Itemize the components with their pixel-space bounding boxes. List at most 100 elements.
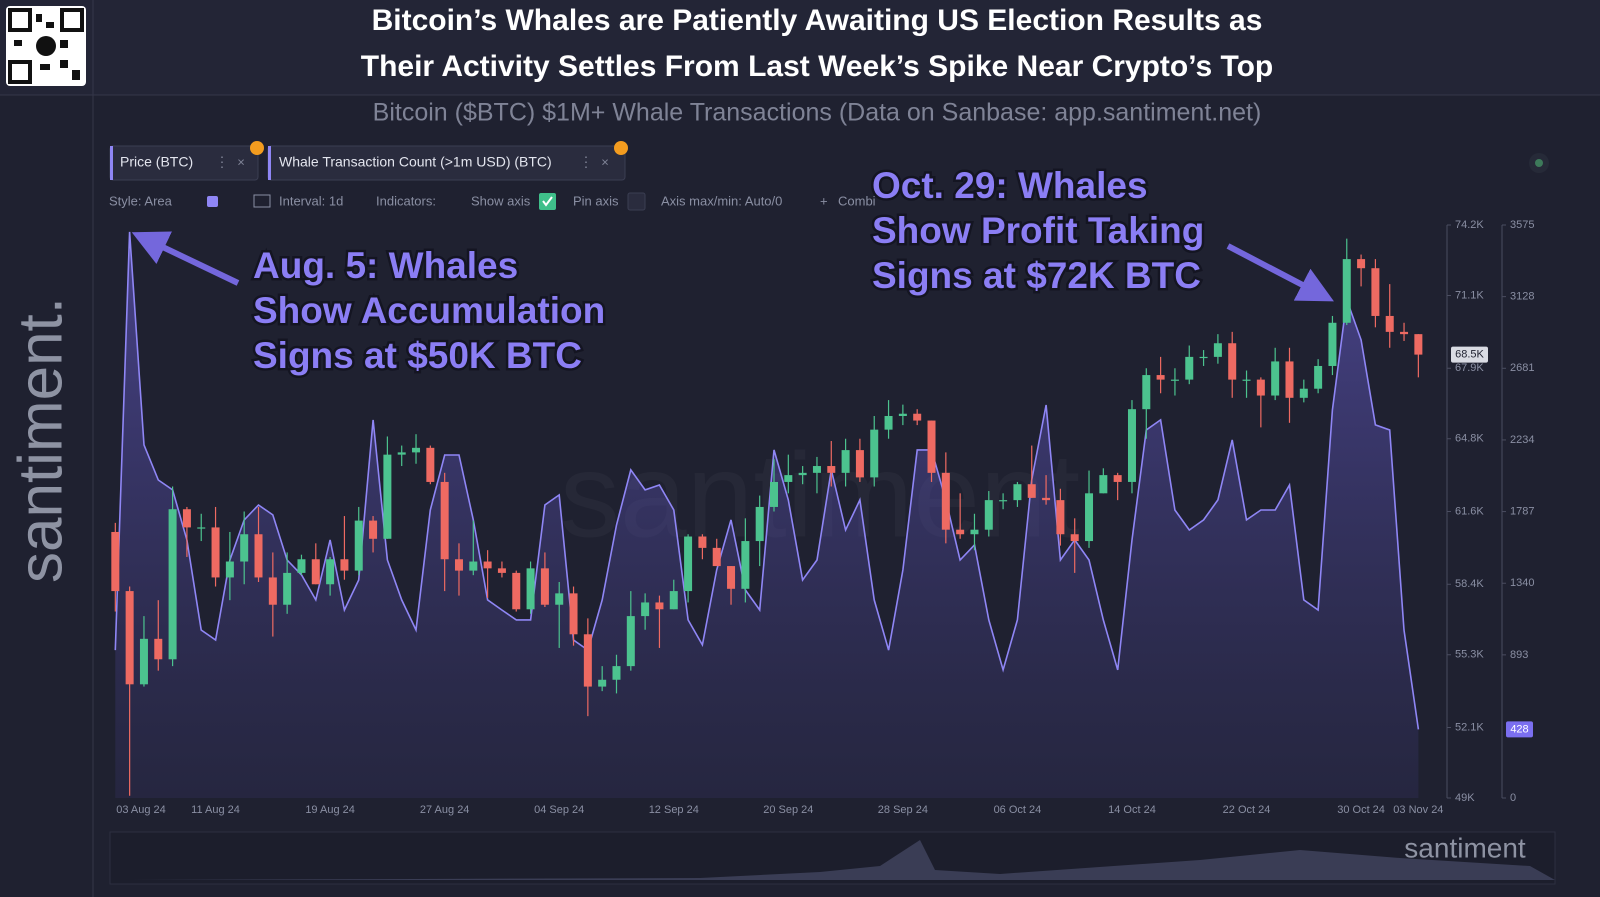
last-price-label: 68.5K [1455, 349, 1484, 361]
annotation-arrow [131, 231, 240, 286]
candle-body [154, 638, 163, 660]
navigator-preview [110, 840, 1555, 880]
candle-body [1056, 500, 1065, 535]
candle-body [712, 547, 721, 567]
annotation-text: Show Profit Taking [872, 210, 1204, 251]
annotation-text: Signs at $50K BTC [253, 335, 582, 376]
color-swatch[interactable] [207, 196, 218, 207]
y-tick-label: 58.4K [1455, 578, 1484, 590]
x-tick-label: 12 Sep 24 [649, 804, 699, 816]
checkbox[interactable] [627, 192, 646, 211]
metric-chip[interactable]: Price (BTC) ⋮ × [109, 141, 264, 181]
candle-body [240, 534, 249, 562]
candle-body [598, 679, 607, 687]
candle-body [1156, 375, 1165, 380]
interval-icon [253, 194, 271, 208]
metric-name: Price (BTC) [120, 154, 193, 170]
candle-body [397, 452, 406, 455]
x-tick-label: 04 Sep 24 [534, 804, 584, 816]
qr-code [6, 6, 86, 86]
option-interval[interactable]: Interval: 1d [279, 193, 343, 208]
candle-body [454, 559, 463, 571]
candle-body [1042, 497, 1051, 501]
candle-body [655, 602, 664, 610]
candle-body [469, 561, 478, 571]
option-show-axis[interactable]: Show axis [471, 193, 531, 208]
y-tick-label: 64.8K [1455, 433, 1484, 445]
candle-body [984, 500, 993, 530]
candle-body [626, 616, 635, 667]
area-fill [115, 231, 1419, 798]
candle-body [1271, 361, 1280, 396]
candle-body [211, 527, 220, 578]
y-tick-label: 61.6K [1455, 505, 1484, 517]
annotation-arrow [1226, 243, 1334, 302]
status-dot-inner [1535, 159, 1543, 167]
candle-body [727, 566, 736, 589]
candle-body [1256, 379, 1265, 396]
candle-body [512, 572, 521, 610]
btc-badge [250, 141, 264, 155]
annotation-text: Aug. 5: Whales [253, 245, 518, 286]
y-tick-label: 67.9K [1455, 362, 1484, 374]
option-axis-range[interactable]: Axis max/min: Auto/0 [661, 193, 782, 208]
candle-body [841, 450, 850, 473]
candle-body [526, 568, 535, 610]
candle-body [1170, 379, 1179, 381]
candle-body [483, 561, 492, 569]
candle-body [1113, 475, 1122, 482]
y2-tick-label: 893 [1510, 649, 1528, 661]
candle-body [956, 529, 965, 535]
candle-body [1328, 322, 1337, 366]
candle-body [941, 472, 950, 530]
plus-icon: + [820, 193, 828, 208]
x-tick-label: 27 Aug 24 [420, 804, 470, 816]
candle-body [283, 572, 292, 605]
axis-layer: 49K 52.1K 55.3K 58.4K 61.6K 64.8K 67.9K 71.1K 74… [116, 219, 1534, 816]
candle-body [1099, 475, 1108, 494]
y2-tick-label: 1340 [1510, 577, 1534, 589]
footer-logo: santiment [1404, 832, 1526, 863]
metric-name: Whale Transaction Count (>1m USD) (BTC) [279, 154, 552, 170]
option-pin-axis[interactable]: Pin axis [573, 193, 619, 208]
candle-body [970, 529, 979, 535]
candle-body [999, 500, 1008, 502]
candle-body [1228, 343, 1237, 380]
candle-body [569, 593, 578, 635]
candle-body [1085, 493, 1094, 542]
candle-body [812, 466, 821, 473]
candle-body [1357, 259, 1366, 269]
candle-body [197, 527, 206, 529]
candle-body [884, 416, 893, 430]
option-combine[interactable]: Combi [838, 193, 876, 208]
candle-body [111, 531, 120, 592]
x-tick-label: 20 Sep 24 [763, 804, 813, 816]
candle-body [1385, 315, 1394, 332]
area-layer [114, 231, 1420, 798]
x-tick-label: 19 Aug 24 [305, 804, 355, 816]
candle-body [1314, 365, 1323, 389]
candle-body [1142, 375, 1151, 410]
last-value-label: 428 [1510, 723, 1528, 735]
title-line: Bitcoin’s Whales are Patiently Awaiting … [372, 4, 1263, 37]
candle-body [898, 413, 907, 416]
candle-body [426, 447, 435, 482]
candle-body [225, 561, 234, 578]
candle-body [1027, 484, 1036, 498]
option-style[interactable]: Style: Area [109, 193, 173, 208]
candle-body [1127, 409, 1136, 482]
candle-body [770, 481, 778, 507]
candle-body [182, 509, 191, 528]
metric-chip[interactable]: Whale Transaction Count (>1m USD) (BTC) … [267, 141, 628, 181]
menu-dots: ⋮ [579, 154, 593, 170]
candle-body [698, 536, 707, 548]
candle-body [168, 509, 177, 660]
x-tick-label: 03 Nov 24 [1393, 804, 1443, 816]
candle-body [927, 420, 936, 473]
candle-body [1213, 343, 1222, 357]
option-indicators[interactable]: Indicators: [376, 193, 436, 208]
annotation-text: Signs at $72K BTC [872, 255, 1201, 296]
candle-body [855, 450, 864, 478]
